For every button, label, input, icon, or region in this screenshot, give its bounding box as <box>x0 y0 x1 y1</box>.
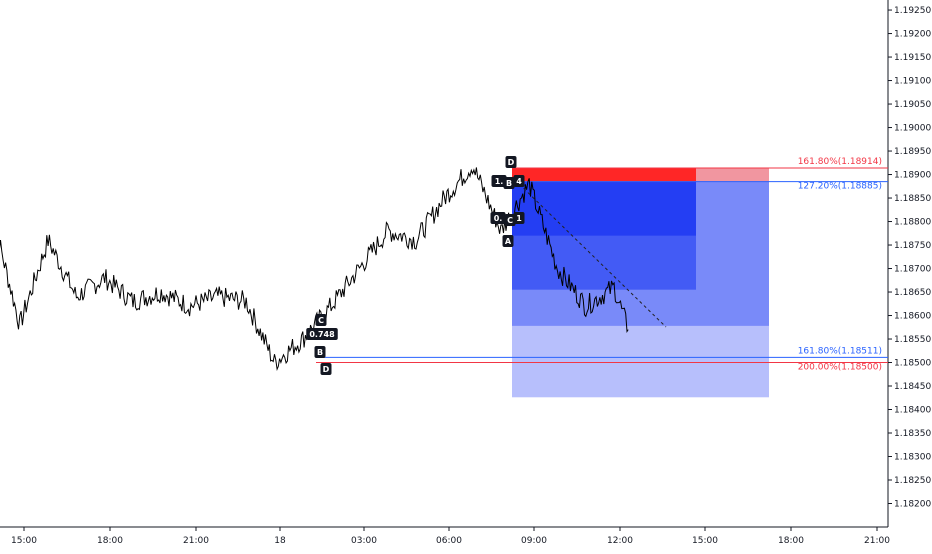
pattern-point-label: 0.748 <box>309 330 335 339</box>
stop-zone-extension <box>696 167 769 182</box>
pattern-point-box <box>306 328 338 340</box>
x-tick-label: 18:00 <box>778 536 804 546</box>
pattern-point-label: D <box>508 158 515 167</box>
y-tick-label: 1.19250 <box>894 6 931 16</box>
x-tick-label: 09:00 <box>521 536 547 546</box>
x-tick-label: 18:00 <box>97 536 123 546</box>
y-tick-label: 1.18500 <box>894 359 931 369</box>
y-tick-label: 1.18450 <box>894 382 931 392</box>
y-tick-label: 1.18700 <box>894 265 931 275</box>
y-tick-label: 1.18750 <box>894 241 931 251</box>
pattern-point-box <box>502 235 514 247</box>
fib-level-label: 200.00%(1.18500) <box>798 363 882 373</box>
pattern-point-label: 4 <box>516 177 522 186</box>
y-tick-label: 1.18600 <box>894 312 931 322</box>
pattern-point-label: 1 <box>516 214 522 223</box>
target-zone <box>512 181 696 236</box>
x-tick-label: 21:00 <box>864 536 890 546</box>
pattern-point-box <box>513 175 525 187</box>
pattern-point-label: B <box>506 179 512 188</box>
y-tick-label: 1.18950 <box>894 147 931 157</box>
x-tick-label: 12:00 <box>607 536 633 546</box>
y-tick-label: 1.18900 <box>894 171 931 181</box>
y-tick-label: 1.19000 <box>894 124 931 134</box>
x-tick-label: 03:00 <box>351 536 377 546</box>
y-tick-label: 1.18350 <box>894 429 931 439</box>
pattern-point-label: B <box>317 348 323 357</box>
pattern-point-label: C <box>507 216 513 225</box>
fib-level-label: 161.80%(1.18914) <box>798 157 882 167</box>
pattern-point-box <box>315 314 327 326</box>
stop-zone <box>512 167 696 182</box>
pattern-point-box <box>490 212 506 224</box>
pattern-point-label: 0. <box>494 214 503 223</box>
pattern-point-box <box>314 346 326 358</box>
fib-level-label: 127.20%(1.18885) <box>798 182 882 192</box>
y-tick-label: 1.19200 <box>894 30 931 40</box>
y-tick-label: 1.18650 <box>894 288 931 298</box>
pattern-point-label: C <box>318 316 324 325</box>
y-tick-label: 1.18250 <box>894 476 931 486</box>
pattern-point-box <box>320 363 332 375</box>
y-tick-label: 1.18800 <box>894 218 931 228</box>
y-tick-label: 1.19150 <box>894 53 931 63</box>
projection-line <box>514 179 667 328</box>
pattern-point-label: 1. <box>495 177 504 186</box>
pattern-point-label: D <box>323 365 330 374</box>
y-tick-label: 1.18300 <box>894 453 931 463</box>
y-tick-label: 1.18550 <box>894 335 931 345</box>
y-tick-label: 1.18200 <box>894 500 931 510</box>
pattern-point-box <box>504 214 516 226</box>
y-tick-label: 1.19100 <box>894 77 931 87</box>
y-tick-label: 1.18850 <box>894 194 931 204</box>
x-tick-label: 15:00 <box>11 536 37 546</box>
y-tick-label: 1.19050 <box>894 100 931 110</box>
fib-level-label: 161.80%(1.18511) <box>798 346 882 356</box>
pattern-point-box <box>503 177 515 189</box>
y-tick-label: 1.18400 <box>894 406 931 416</box>
pattern-point-label: A <box>505 237 512 246</box>
pattern-point-box <box>491 175 507 187</box>
x-tick-label: 21:00 <box>183 536 209 546</box>
x-tick-label: 06:00 <box>436 536 462 546</box>
pattern-point-box <box>505 156 517 168</box>
x-tick-label: 18 <box>274 536 286 546</box>
x-tick-label: 15:00 <box>692 536 718 546</box>
pattern-point-box <box>513 212 525 224</box>
